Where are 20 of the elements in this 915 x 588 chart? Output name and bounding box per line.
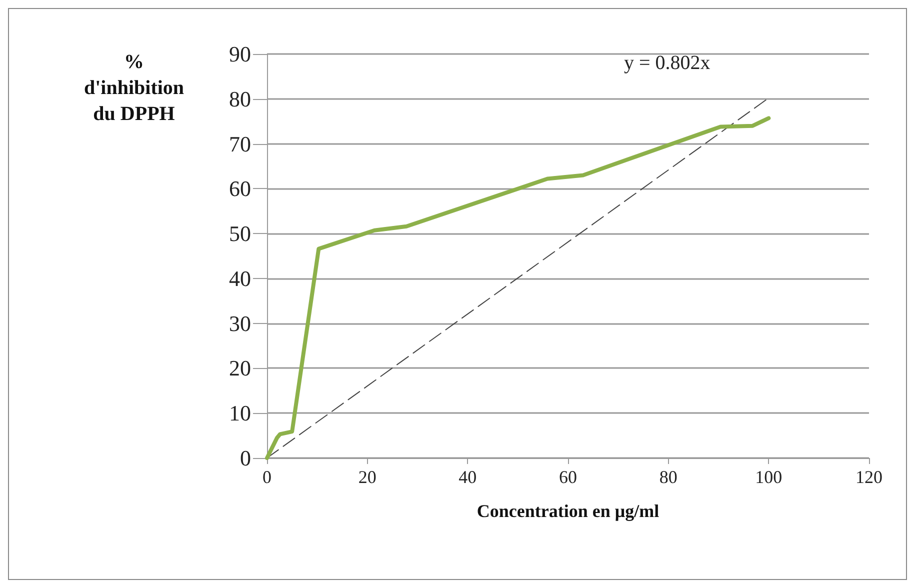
y-tick-label: 10 [229,400,251,426]
y-tick-label: 60 [229,176,251,202]
y-tick-label: 90 [229,42,251,66]
annotation: y = 0.802x [624,52,710,74]
x-tick-label: 80 [659,467,678,487]
y-tick-label: 40 [229,266,251,291]
x-tick-label: 60 [559,467,577,487]
y-tick-label: 70 [229,131,251,156]
x-tick-label: 40 [458,467,477,487]
y-tick-label: 0 [240,446,251,470]
y-axis-title: % d'inhibition du DPPH [84,51,184,125]
x-tick-label: 20 [358,467,376,487]
y-tick-label: 30 [229,310,251,336]
x-tick-label: 120 [856,467,882,487]
y-tick-label: 80 [229,86,251,112]
y-tick-label: 50 [229,221,251,246]
x-axis-title: Concentration en μg/ml [476,501,660,521]
y-tick-label: 20 [229,356,251,381]
x-tick-label: 0 [262,467,272,487]
x-tick-label: 100 [755,467,782,487]
